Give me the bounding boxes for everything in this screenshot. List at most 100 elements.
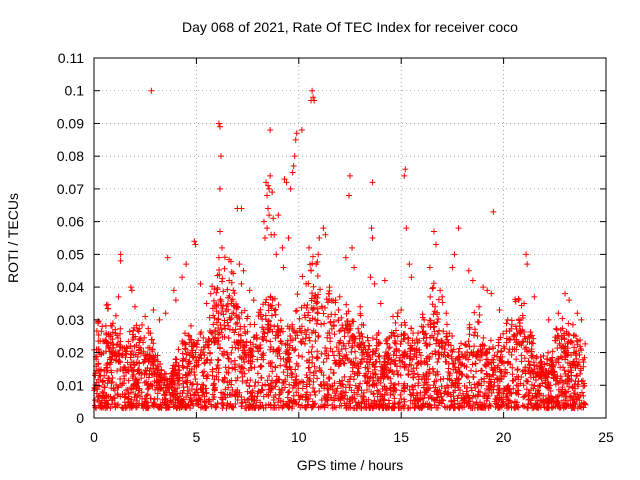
data-point-marker bbox=[571, 344, 578, 351]
data-point-marker bbox=[374, 387, 381, 394]
data-point-marker bbox=[157, 371, 164, 378]
data-point-marker bbox=[386, 404, 393, 411]
data-point-marker bbox=[488, 389, 495, 396]
data-point-marker bbox=[245, 367, 252, 374]
data-point-marker bbox=[363, 398, 370, 405]
data-point-marker bbox=[542, 383, 549, 390]
data-point-marker bbox=[416, 405, 423, 412]
data-point-marker bbox=[170, 377, 177, 384]
data-point-marker bbox=[119, 404, 126, 411]
data-point-marker bbox=[321, 404, 328, 411]
data-point-marker bbox=[521, 355, 528, 362]
data-point-marker bbox=[454, 395, 461, 402]
data-point-marker bbox=[135, 379, 142, 386]
data-point-marker bbox=[395, 380, 402, 387]
data-point-marker bbox=[423, 358, 430, 365]
data-point-marker bbox=[495, 404, 502, 411]
data-point-marker bbox=[232, 326, 239, 333]
x-tick-label: 20 bbox=[496, 429, 512, 445]
data-point-marker bbox=[337, 396, 344, 403]
data-point-marker bbox=[462, 342, 469, 349]
data-point-marker bbox=[352, 399, 359, 406]
y-tick-label: 0.01 bbox=[57, 377, 84, 393]
data-point-marker bbox=[393, 352, 400, 359]
data-point-marker bbox=[479, 352, 486, 359]
data-point-marker bbox=[320, 372, 327, 379]
data-point-marker bbox=[286, 364, 293, 371]
data-point-marker bbox=[407, 355, 414, 362]
data-point-marker bbox=[261, 330, 268, 337]
data-point-marker bbox=[411, 370, 418, 377]
data-point-marker bbox=[227, 258, 234, 265]
data-point-marker bbox=[309, 290, 316, 297]
data-point-marker bbox=[272, 348, 279, 355]
data-point-marker bbox=[219, 244, 225, 251]
data-point-marker bbox=[225, 294, 232, 301]
data-point-marker bbox=[259, 324, 266, 331]
data-point-marker bbox=[398, 395, 405, 402]
data-point-marker bbox=[157, 385, 164, 392]
data-point-marker bbox=[330, 370, 337, 377]
data-point-marker bbox=[296, 396, 303, 403]
data-point-marker bbox=[207, 290, 214, 297]
data-point-marker bbox=[477, 347, 484, 354]
data-point-marker bbox=[355, 363, 362, 370]
data-point-marker bbox=[565, 330, 572, 337]
data-point-marker bbox=[221, 391, 228, 398]
data-point-marker bbox=[314, 348, 321, 355]
data-point-marker bbox=[280, 398, 287, 405]
data-point-marker bbox=[373, 336, 380, 343]
data-point-marker bbox=[365, 342, 372, 349]
data-point-marker bbox=[237, 368, 244, 375]
data-point-marker bbox=[398, 307, 405, 313]
data-point-marker bbox=[107, 405, 114, 412]
data-point-marker bbox=[274, 347, 281, 354]
data-point-marker bbox=[388, 380, 395, 387]
data-point-marker bbox=[564, 352, 571, 359]
data-point-marker bbox=[134, 353, 141, 360]
data-point-marker bbox=[361, 355, 368, 362]
data-point-marker bbox=[388, 356, 395, 363]
data-point-marker bbox=[322, 401, 329, 408]
data-point-marker bbox=[313, 354, 320, 361]
data-point-marker bbox=[164, 401, 171, 408]
data-point-marker bbox=[264, 329, 271, 336]
data-point-marker bbox=[173, 356, 180, 363]
data-point-marker bbox=[265, 205, 272, 212]
data-point-marker bbox=[355, 325, 362, 332]
data-point-marker bbox=[543, 370, 550, 377]
data-point-marker bbox=[207, 401, 214, 408]
data-point-marker bbox=[308, 97, 315, 104]
data-point-marker bbox=[444, 336, 451, 343]
data-point-marker bbox=[183, 404, 190, 411]
data-point-marker bbox=[113, 382, 120, 389]
data-point-marker bbox=[226, 355, 233, 362]
data-point-marker bbox=[205, 344, 212, 351]
data-point-marker bbox=[221, 265, 228, 272]
data-point-marker bbox=[287, 185, 294, 192]
data-point-marker bbox=[419, 328, 426, 335]
data-point-marker bbox=[284, 337, 291, 344]
data-point-marker bbox=[275, 212, 282, 219]
data-point-marker bbox=[144, 386, 151, 393]
data-point-marker bbox=[213, 365, 220, 372]
data-point-marker bbox=[529, 393, 536, 400]
data-point-marker bbox=[117, 257, 124, 264]
data-point-marker bbox=[269, 368, 276, 375]
data-point-marker bbox=[192, 349, 199, 356]
x-tick-label: 15 bbox=[393, 429, 409, 445]
data-point-marker bbox=[313, 320, 320, 327]
data-point-marker bbox=[298, 323, 305, 330]
data-point-marker bbox=[204, 356, 211, 363]
data-point-marker bbox=[392, 319, 399, 326]
data-point-marker bbox=[401, 398, 408, 405]
data-point-marker bbox=[390, 405, 397, 412]
data-point-marker bbox=[234, 304, 241, 311]
data-point-marker bbox=[272, 306, 279, 313]
data-point-marker bbox=[279, 379, 286, 386]
data-point-marker bbox=[203, 389, 210, 396]
data-point-marker bbox=[484, 373, 491, 380]
data-point-marker bbox=[474, 332, 481, 339]
data-point-marker bbox=[485, 393, 492, 400]
data-point-marker bbox=[516, 329, 523, 336]
